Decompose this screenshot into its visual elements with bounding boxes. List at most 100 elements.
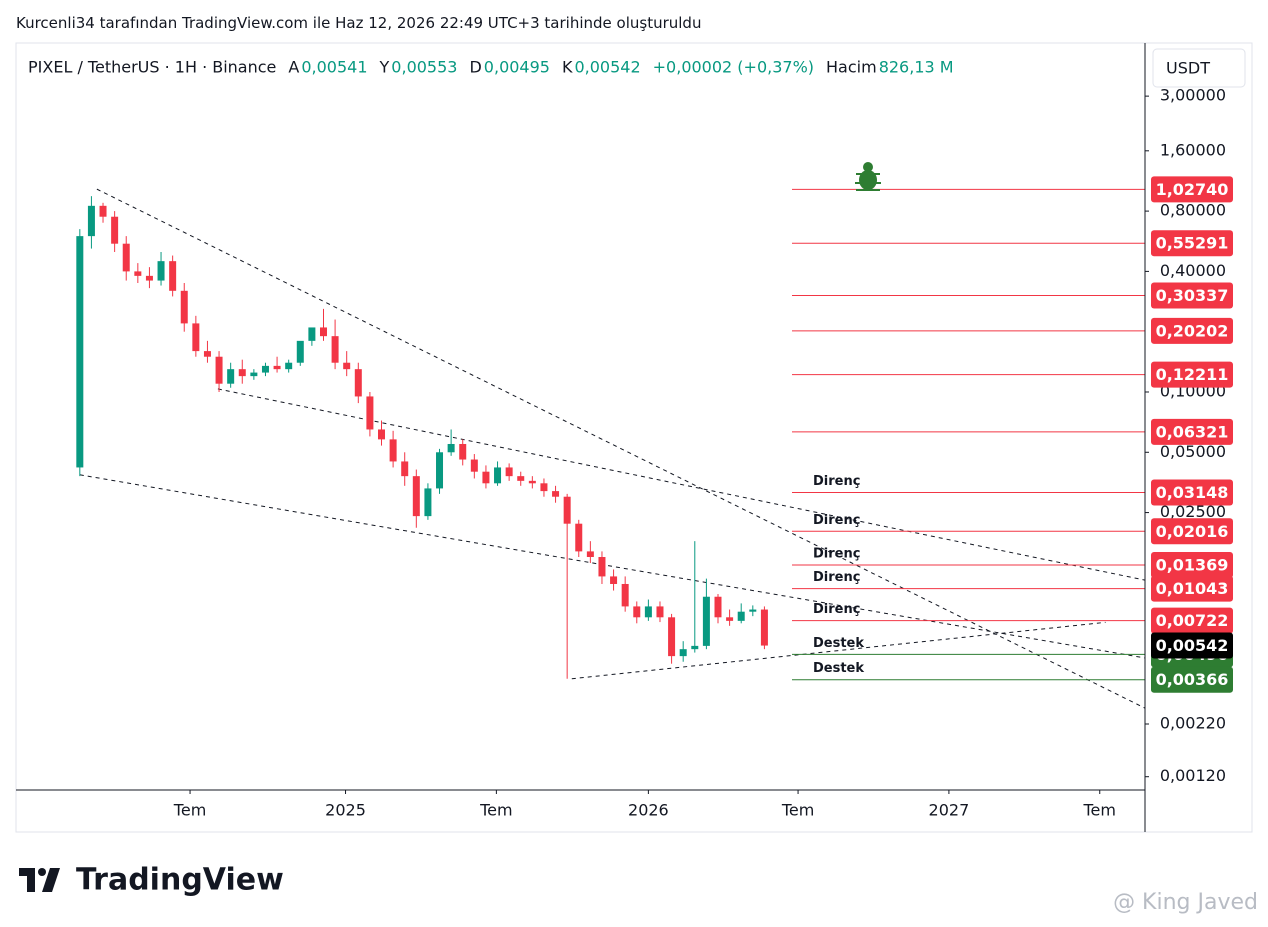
candle-body bbox=[540, 483, 548, 492]
candle-body bbox=[668, 617, 676, 657]
price-label: 0,00542 bbox=[1156, 636, 1229, 655]
candle-body bbox=[679, 649, 687, 657]
price-label-bg bbox=[1151, 317, 1233, 344]
price-label: 0,30337 bbox=[1156, 286, 1229, 305]
ohlc-value: 0,00541 bbox=[301, 58, 367, 77]
candle-body bbox=[424, 488, 432, 517]
bug-icon bbox=[855, 162, 881, 191]
candle-body bbox=[308, 327, 316, 341]
candle-body bbox=[482, 471, 490, 484]
candle-body bbox=[157, 261, 165, 281]
level-annotation: Destek bbox=[813, 636, 864, 651]
candle-body bbox=[192, 323, 200, 352]
price-label: 0,06321 bbox=[1156, 422, 1229, 441]
candle-body bbox=[737, 611, 745, 621]
candle-body bbox=[691, 645, 699, 650]
level-annotation: Direnç bbox=[813, 513, 860, 528]
trendline bbox=[571, 621, 1106, 680]
x-tick-label: Tem bbox=[1083, 801, 1116, 820]
price-label: 0,20202 bbox=[1156, 321, 1229, 340]
candle-body bbox=[633, 606, 641, 618]
trendline bbox=[96, 188, 1146, 709]
ohlc-key: D bbox=[469, 58, 481, 77]
candle-body bbox=[447, 443, 455, 453]
candle-body bbox=[250, 372, 258, 377]
y-tick-label: 0,02500 bbox=[1160, 502, 1226, 521]
ohlc-key: Y bbox=[379, 58, 390, 77]
candle-body bbox=[505, 467, 513, 477]
candle-body bbox=[586, 551, 594, 558]
candle-body bbox=[296, 340, 304, 363]
candle-body bbox=[343, 362, 351, 370]
caption: Kurcenli34 tarafından TradingView.com il… bbox=[16, 14, 702, 32]
candle-body bbox=[111, 216, 119, 244]
price-label-bg bbox=[1151, 479, 1233, 506]
currency-button[interactable] bbox=[1152, 48, 1246, 88]
currency[interactable]: USDT bbox=[1166, 59, 1210, 78]
price-label-bg bbox=[1151, 230, 1233, 257]
candle-body bbox=[261, 365, 269, 373]
x-tick-label: Tem bbox=[479, 801, 512, 820]
y-tick-label: 0,80000 bbox=[1160, 201, 1226, 220]
ohlc-value: 0,00495 bbox=[484, 58, 550, 77]
ohlc-key: A bbox=[288, 58, 299, 77]
level-annotation: Direnç bbox=[813, 570, 860, 585]
candle-body bbox=[99, 205, 107, 217]
ohlc-value: 0,00553 bbox=[391, 58, 457, 77]
candle-body bbox=[528, 480, 536, 484]
candle-body bbox=[331, 336, 339, 363]
price-label: 0,55291 bbox=[1156, 234, 1229, 253]
level-annotation: Direnç bbox=[813, 474, 860, 489]
price-label-bg bbox=[1151, 666, 1233, 693]
y-tick-label: 0,05000 bbox=[1160, 442, 1226, 461]
candle-body bbox=[760, 609, 768, 646]
candle-body bbox=[354, 369, 362, 397]
volume-key: Hacim bbox=[826, 58, 877, 77]
change: +0,00002 (+0,37%) bbox=[653, 58, 814, 77]
price-label-bg bbox=[1151, 361, 1233, 388]
level-annotation: Direnç bbox=[813, 602, 860, 617]
level-annotation: Direnç bbox=[813, 546, 860, 561]
price-label-bg bbox=[1151, 282, 1233, 309]
candle-body bbox=[610, 576, 618, 584]
candle-body bbox=[494, 467, 502, 484]
volume: 826,13 M bbox=[879, 58, 954, 77]
candle-body bbox=[714, 596, 722, 618]
logo-mark bbox=[19, 868, 60, 892]
price-label-bg bbox=[1151, 551, 1233, 578]
y-tick-label: 0,00220 bbox=[1160, 713, 1226, 732]
candle-body bbox=[145, 275, 153, 281]
ohlc-key: K bbox=[562, 58, 573, 77]
level-annotation: Destek bbox=[813, 661, 864, 676]
candle-body bbox=[215, 356, 223, 384]
candle-body bbox=[563, 496, 571, 524]
price-label-bg bbox=[1151, 176, 1233, 203]
candle-body bbox=[180, 290, 188, 324]
candle-body bbox=[389, 439, 397, 462]
x-tick-label: 2025 bbox=[325, 801, 366, 820]
trendline bbox=[217, 388, 1146, 581]
price-label: 1,02740 bbox=[1156, 180, 1229, 199]
x-tick-label: Tem bbox=[173, 801, 206, 820]
x-tick-label: Tem bbox=[781, 801, 814, 820]
candle-body bbox=[401, 461, 409, 477]
chart-frame bbox=[15, 42, 1253, 833]
candle-body bbox=[87, 205, 95, 237]
candle-body bbox=[726, 617, 734, 621]
candle-body bbox=[575, 523, 583, 552]
candle-body bbox=[366, 396, 374, 430]
price-label: 0,12211 bbox=[1156, 365, 1229, 384]
candle-body bbox=[378, 429, 386, 440]
price-label-bg bbox=[1151, 575, 1233, 602]
candle-body bbox=[238, 369, 246, 377]
price-label-bg bbox=[1151, 607, 1233, 634]
candle-body bbox=[169, 261, 177, 291]
price-label: 0,01369 bbox=[1156, 555, 1229, 574]
x-tick-label: 2027 bbox=[929, 801, 970, 820]
y-tick-label: 1,60000 bbox=[1160, 140, 1226, 159]
candle-body bbox=[702, 596, 710, 646]
y-tick-label: 0,00120 bbox=[1160, 766, 1226, 785]
watermark: @ King Javed bbox=[1113, 890, 1258, 915]
candle-body bbox=[621, 583, 629, 607]
